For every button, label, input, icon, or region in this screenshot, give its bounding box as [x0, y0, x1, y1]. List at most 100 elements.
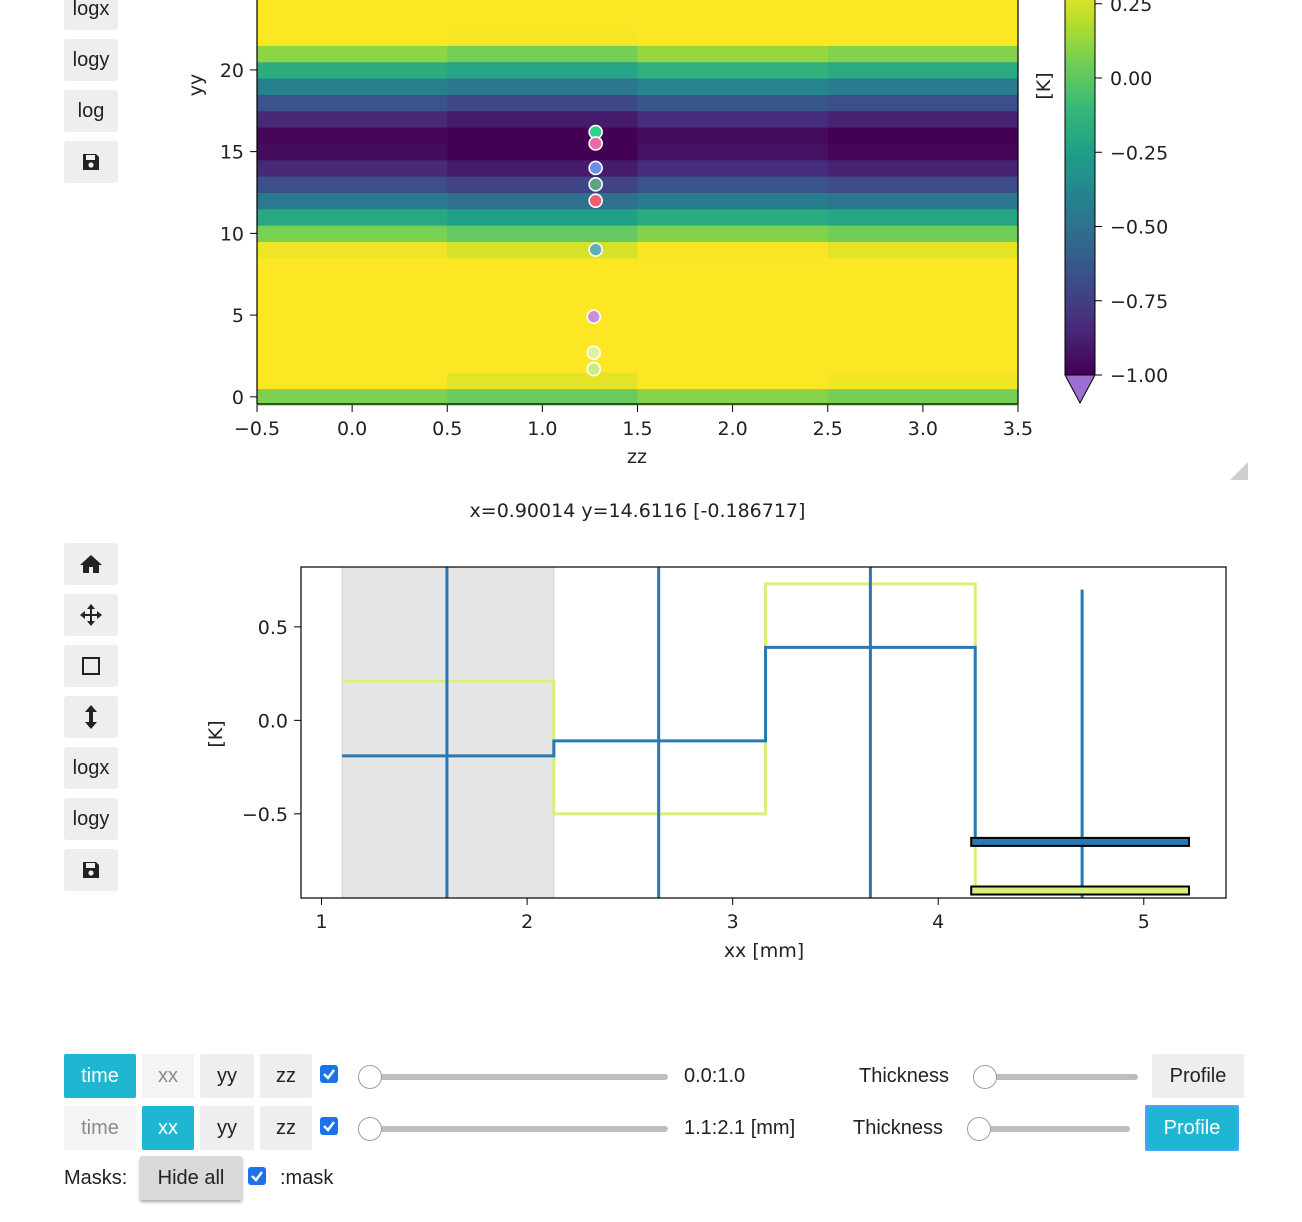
heatmap-cell [637, 12, 829, 30]
heatmap-point [588, 193, 603, 208]
colorbar-segment [1065, 217, 1095, 223]
colorbar-segment [1065, 118, 1095, 124]
heatmap-cell [447, 29, 638, 46]
pan-button[interactable] [64, 594, 118, 636]
heatmap-cell [827, 290, 1019, 308]
save-icon [81, 860, 101, 880]
logy-button[interactable]: logy [64, 39, 118, 81]
heatmap-cell [447, 306, 638, 324]
heatmap-chart[interactable]: −0.50.00.51.01.52.02.53.03.5 0510152025 … [0, 0, 1302, 480]
heatmap-point [588, 160, 603, 176]
heatmap-point [588, 177, 603, 192]
row1-dim-zz[interactable]: zz [260, 1054, 312, 1098]
heatmap-cell [447, 192, 638, 210]
heatmap-cell [447, 225, 638, 243]
heatmap-cell [447, 274, 638, 292]
row2-thickness-thumb[interactable] [967, 1117, 991, 1141]
heatmap-cell [257, 274, 448, 292]
heatmap-cell [637, 257, 829, 275]
profile-line-chart[interactable]: 1 2 3 4 5 0.5 0.0 −0.5 xx [mm] [K] [0, 540, 1302, 1000]
heatmap-cell [637, 290, 829, 308]
colorbar-segment [1065, 231, 1095, 238]
log-button[interactable]: log [64, 90, 118, 132]
colorbar-segment [1065, 350, 1095, 356]
heatmap-cell [447, 339, 638, 357]
heatmap-cell [827, 0, 1019, 14]
heatmap-cell [447, 372, 638, 390]
row1-profile-button[interactable]: Profile [1152, 1054, 1244, 1098]
colorbar-segment [1065, 73, 1095, 80]
row1-dim-xx[interactable]: xx [142, 1054, 194, 1098]
heatmap-x-tick-label: 3.0 [908, 418, 938, 440]
heatmap-cell [827, 159, 1019, 177]
row1-dim-yy-label: yy [217, 1064, 237, 1087]
heatmap-cell [827, 339, 1019, 357]
row2-profile-button[interactable]: Profile [1145, 1105, 1239, 1151]
heatmap-cells [257, 0, 1019, 406]
row2-range-slider[interactable] [370, 1126, 668, 1132]
row2-dim-time[interactable]: time [64, 1106, 136, 1150]
row2-dim-xx[interactable]: xx [142, 1106, 194, 1150]
logx-button-2[interactable]: logx [64, 747, 118, 789]
heatmap-cell [827, 388, 1019, 406]
heatmap-point [588, 242, 603, 258]
line-x-tick-label: 2 [521, 911, 533, 933]
colorbar-segment [1065, 276, 1095, 282]
colorbar-segment [1065, 68, 1095, 75]
heatmap-cell [257, 143, 448, 161]
row1-dim-yy[interactable]: yy [200, 1054, 254, 1098]
colorbar-segment [1065, 152, 1095, 159]
vertical-zoom-button[interactable] [64, 696, 118, 738]
heatmap-cell [257, 45, 448, 63]
heatmap-y-tick-label: 15 [220, 142, 244, 164]
logy-button-2[interactable]: logy [64, 798, 118, 840]
colorbar-segment [1065, 286, 1095, 292]
colorbar-tick-label: 0.00 [1110, 68, 1152, 90]
heatmap-cell [447, 241, 638, 259]
line-x-tick-label: 3 [727, 911, 739, 933]
row1-range-slider[interactable] [370, 1074, 668, 1080]
save-button-2[interactable] [64, 849, 118, 891]
heatmap-cell [637, 208, 829, 226]
row1-dim-zz-label: zz [276, 1064, 296, 1087]
check-icon [251, 1171, 263, 1182]
logx-button[interactable]: logx [64, 0, 118, 30]
colorbar-segment [1065, 197, 1095, 203]
colorbar-segment [1065, 315, 1095, 322]
heatmap-cell [447, 290, 638, 308]
row1-dim-time[interactable]: time [64, 1054, 136, 1098]
save-button[interactable] [64, 141, 118, 183]
heatmap-cell [257, 372, 448, 390]
colorbar-segment [1065, 24, 1095, 30]
line-y-tick-label: 0.0 [258, 710, 288, 732]
row1-thickness-thumb[interactable] [973, 1065, 997, 1089]
row2-dim-yy[interactable]: yy [200, 1106, 254, 1150]
hide-all-button[interactable]: Hide all [140, 1156, 242, 1200]
row1-checkbox[interactable] [320, 1065, 338, 1083]
colorbar-segment [1065, 241, 1095, 248]
zoom-rect-button[interactable] [64, 645, 118, 687]
home-button[interactable] [64, 543, 118, 585]
mask-checkbox[interactable] [248, 1167, 266, 1185]
heatmap-cell [447, 355, 638, 373]
colorbar-segment [1065, 177, 1095, 184]
heatmap-cell [637, 176, 829, 193]
colorbar-tick-label: −1.00 [1110, 365, 1168, 387]
colorbar-segment [1065, 157, 1095, 164]
row1-slider-thumb[interactable] [358, 1065, 382, 1089]
heatmap-frame [256, 0, 1019, 405]
row2-checkbox[interactable] [320, 1117, 338, 1135]
heatmap-cell [447, 127, 638, 144]
colorbar-segment [1065, 251, 1095, 258]
heatmap-cell [447, 323, 638, 341]
logx-label: logx [72, 0, 110, 20]
row2-thickness-slider[interactable] [979, 1126, 1130, 1132]
colorbar-segment [1065, 0, 1095, 6]
resize-grip[interactable] [1230, 462, 1248, 480]
row1-thickness-slider[interactable] [985, 1074, 1138, 1080]
colorbar-segment [1065, 128, 1095, 134]
row1-thickness-label: Thickness [859, 1065, 950, 1087]
row2-slider-thumb[interactable] [358, 1117, 382, 1141]
row2-dim-zz[interactable]: zz [260, 1106, 312, 1150]
heatmap-cell [257, 159, 448, 177]
